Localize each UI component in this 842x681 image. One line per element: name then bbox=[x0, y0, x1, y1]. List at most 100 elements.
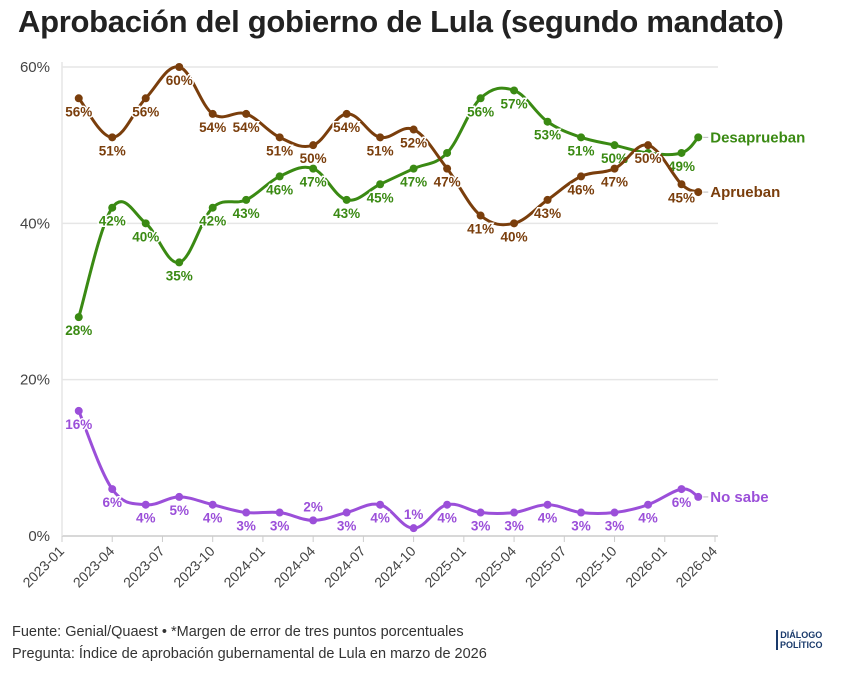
data-label-no-sabe: 3% bbox=[504, 519, 524, 534]
x-tick-label: 2023-04 bbox=[70, 543, 118, 591]
x-tick-label: 2026-04 bbox=[672, 543, 720, 591]
data-point-aprueban bbox=[510, 219, 519, 228]
data-point-no-sabe bbox=[610, 508, 619, 517]
footer-question: Pregunta: Índice de aprobación gubername… bbox=[12, 646, 487, 662]
x-tick-label: 2024-10 bbox=[371, 543, 419, 591]
data-label-no-sabe: 1% bbox=[404, 507, 424, 522]
data-point-no-sabe bbox=[376, 500, 385, 509]
series-label-no-sabe: No sabe bbox=[710, 489, 768, 506]
data-point-aprueban bbox=[409, 125, 418, 134]
data-point-desaprueban bbox=[74, 313, 83, 322]
data-label-no-sabe: 6% bbox=[102, 495, 122, 510]
data-label-aprueban: 50% bbox=[635, 151, 662, 166]
data-label-aprueban: 54% bbox=[233, 120, 260, 135]
data-point-aprueban bbox=[610, 164, 619, 173]
data-label-no-sabe: 3% bbox=[270, 519, 290, 534]
data-point-no-sabe bbox=[543, 500, 552, 509]
data-label-aprueban: 51% bbox=[266, 143, 293, 158]
x-tick-label: 2024-04 bbox=[271, 543, 319, 591]
data-label-aprueban: 60% bbox=[166, 73, 193, 88]
data-label-no-sabe: 4% bbox=[203, 511, 223, 526]
data-point-desaprueban bbox=[275, 172, 284, 181]
data-label-no-sabe: 4% bbox=[538, 511, 558, 526]
data-point-desaprueban bbox=[577, 133, 586, 142]
data-point-no-sabe bbox=[275, 508, 284, 517]
data-point-desaprueban bbox=[644, 148, 653, 157]
data-point-aprueban bbox=[543, 195, 552, 204]
data-label-aprueban: 54% bbox=[199, 120, 226, 135]
data-point-no-sabe bbox=[74, 406, 83, 415]
data-point-aprueban bbox=[309, 141, 318, 150]
data-point-desaprueban bbox=[694, 133, 703, 142]
x-tick-label: 2024-01 bbox=[220, 543, 268, 591]
data-label-desaprueban: 45% bbox=[367, 190, 394, 205]
x-tick-label: 2025-04 bbox=[472, 543, 520, 591]
data-label-desaprueban: 47% bbox=[300, 175, 327, 190]
dialogo-politico-logo: DIÁLOGO POLÍTICO bbox=[776, 630, 823, 650]
data-point-aprueban bbox=[476, 211, 485, 220]
data-label-no-sabe: 3% bbox=[471, 519, 491, 534]
x-tick-label: 2023-10 bbox=[170, 543, 218, 591]
x-tick-label: 2024-07 bbox=[321, 543, 369, 591]
data-point-desaprueban bbox=[108, 203, 117, 212]
data-label-no-sabe: 3% bbox=[605, 519, 625, 534]
data-point-no-sabe bbox=[242, 508, 251, 517]
data-point-desaprueban bbox=[309, 164, 318, 173]
data-point-aprueban bbox=[275, 133, 284, 142]
logo-line-2: POLÍTICO bbox=[780, 640, 823, 650]
data-point-no-sabe bbox=[342, 508, 351, 517]
x-tick-label: 2023-01 bbox=[19, 543, 67, 591]
data-point-no-sabe bbox=[208, 500, 217, 509]
data-point-desaprueban bbox=[242, 195, 251, 204]
data-label-no-sabe: 2% bbox=[303, 499, 323, 514]
data-label-no-sabe: 4% bbox=[136, 511, 156, 526]
x-tick-label: 2025-10 bbox=[572, 543, 620, 591]
data-label-aprueban: 43% bbox=[534, 206, 561, 221]
data-label-aprueban: 46% bbox=[568, 182, 595, 197]
data-label-aprueban: 50% bbox=[300, 151, 327, 166]
data-point-no-sabe bbox=[175, 492, 184, 501]
data-label-no-sabe: 3% bbox=[337, 519, 357, 534]
data-point-no-sabe bbox=[694, 492, 703, 501]
data-label-no-sabe: 4% bbox=[370, 511, 390, 526]
data-point-aprueban bbox=[74, 94, 83, 103]
series-label-aprueban: Aprueban bbox=[710, 184, 780, 201]
data-label-no-sabe: 4% bbox=[437, 511, 457, 526]
data-label-aprueban: 41% bbox=[467, 222, 494, 237]
data-point-desaprueban bbox=[141, 219, 150, 228]
data-label-desaprueban: 57% bbox=[501, 96, 528, 111]
data-label-aprueban: 51% bbox=[99, 143, 126, 158]
data-label-desaprueban: 51% bbox=[568, 143, 595, 158]
data-label-desaprueban: 47% bbox=[400, 175, 427, 190]
data-point-no-sabe bbox=[510, 508, 519, 517]
data-point-aprueban bbox=[208, 109, 217, 118]
data-point-desaprueban bbox=[443, 148, 452, 157]
series-label-desaprueban: Desaprueban bbox=[710, 129, 805, 146]
data-label-aprueban: 54% bbox=[333, 120, 360, 135]
data-point-no-sabe bbox=[108, 485, 117, 494]
data-label-no-sabe: 3% bbox=[236, 519, 256, 534]
data-point-aprueban bbox=[577, 172, 586, 181]
data-point-aprueban bbox=[443, 164, 452, 173]
data-label-no-sabe: 5% bbox=[169, 503, 189, 518]
data-label-desaprueban: 43% bbox=[333, 206, 360, 221]
data-label-no-sabe: 4% bbox=[638, 511, 658, 526]
data-point-desaprueban bbox=[376, 180, 385, 189]
data-point-desaprueban bbox=[677, 148, 686, 157]
y-tick-label: 60% bbox=[20, 59, 50, 76]
footer-source: Fuente: Genial/Quaest • *Margen de error… bbox=[12, 624, 464, 640]
data-point-no-sabe bbox=[476, 508, 485, 517]
data-label-desaprueban: 53% bbox=[534, 128, 561, 143]
data-point-aprueban bbox=[694, 188, 703, 197]
y-tick-label: 40% bbox=[20, 215, 50, 232]
data-point-desaprueban bbox=[175, 258, 184, 267]
data-point-no-sabe bbox=[443, 500, 452, 509]
y-tick-label: 20% bbox=[20, 372, 50, 389]
data-point-aprueban bbox=[342, 109, 351, 118]
data-label-desaprueban: 42% bbox=[99, 214, 126, 229]
x-tick-label: 2023-07 bbox=[120, 543, 168, 591]
data-point-desaprueban bbox=[476, 94, 485, 103]
data-point-aprueban bbox=[644, 141, 653, 150]
data-label-desaprueban: 43% bbox=[233, 206, 260, 221]
